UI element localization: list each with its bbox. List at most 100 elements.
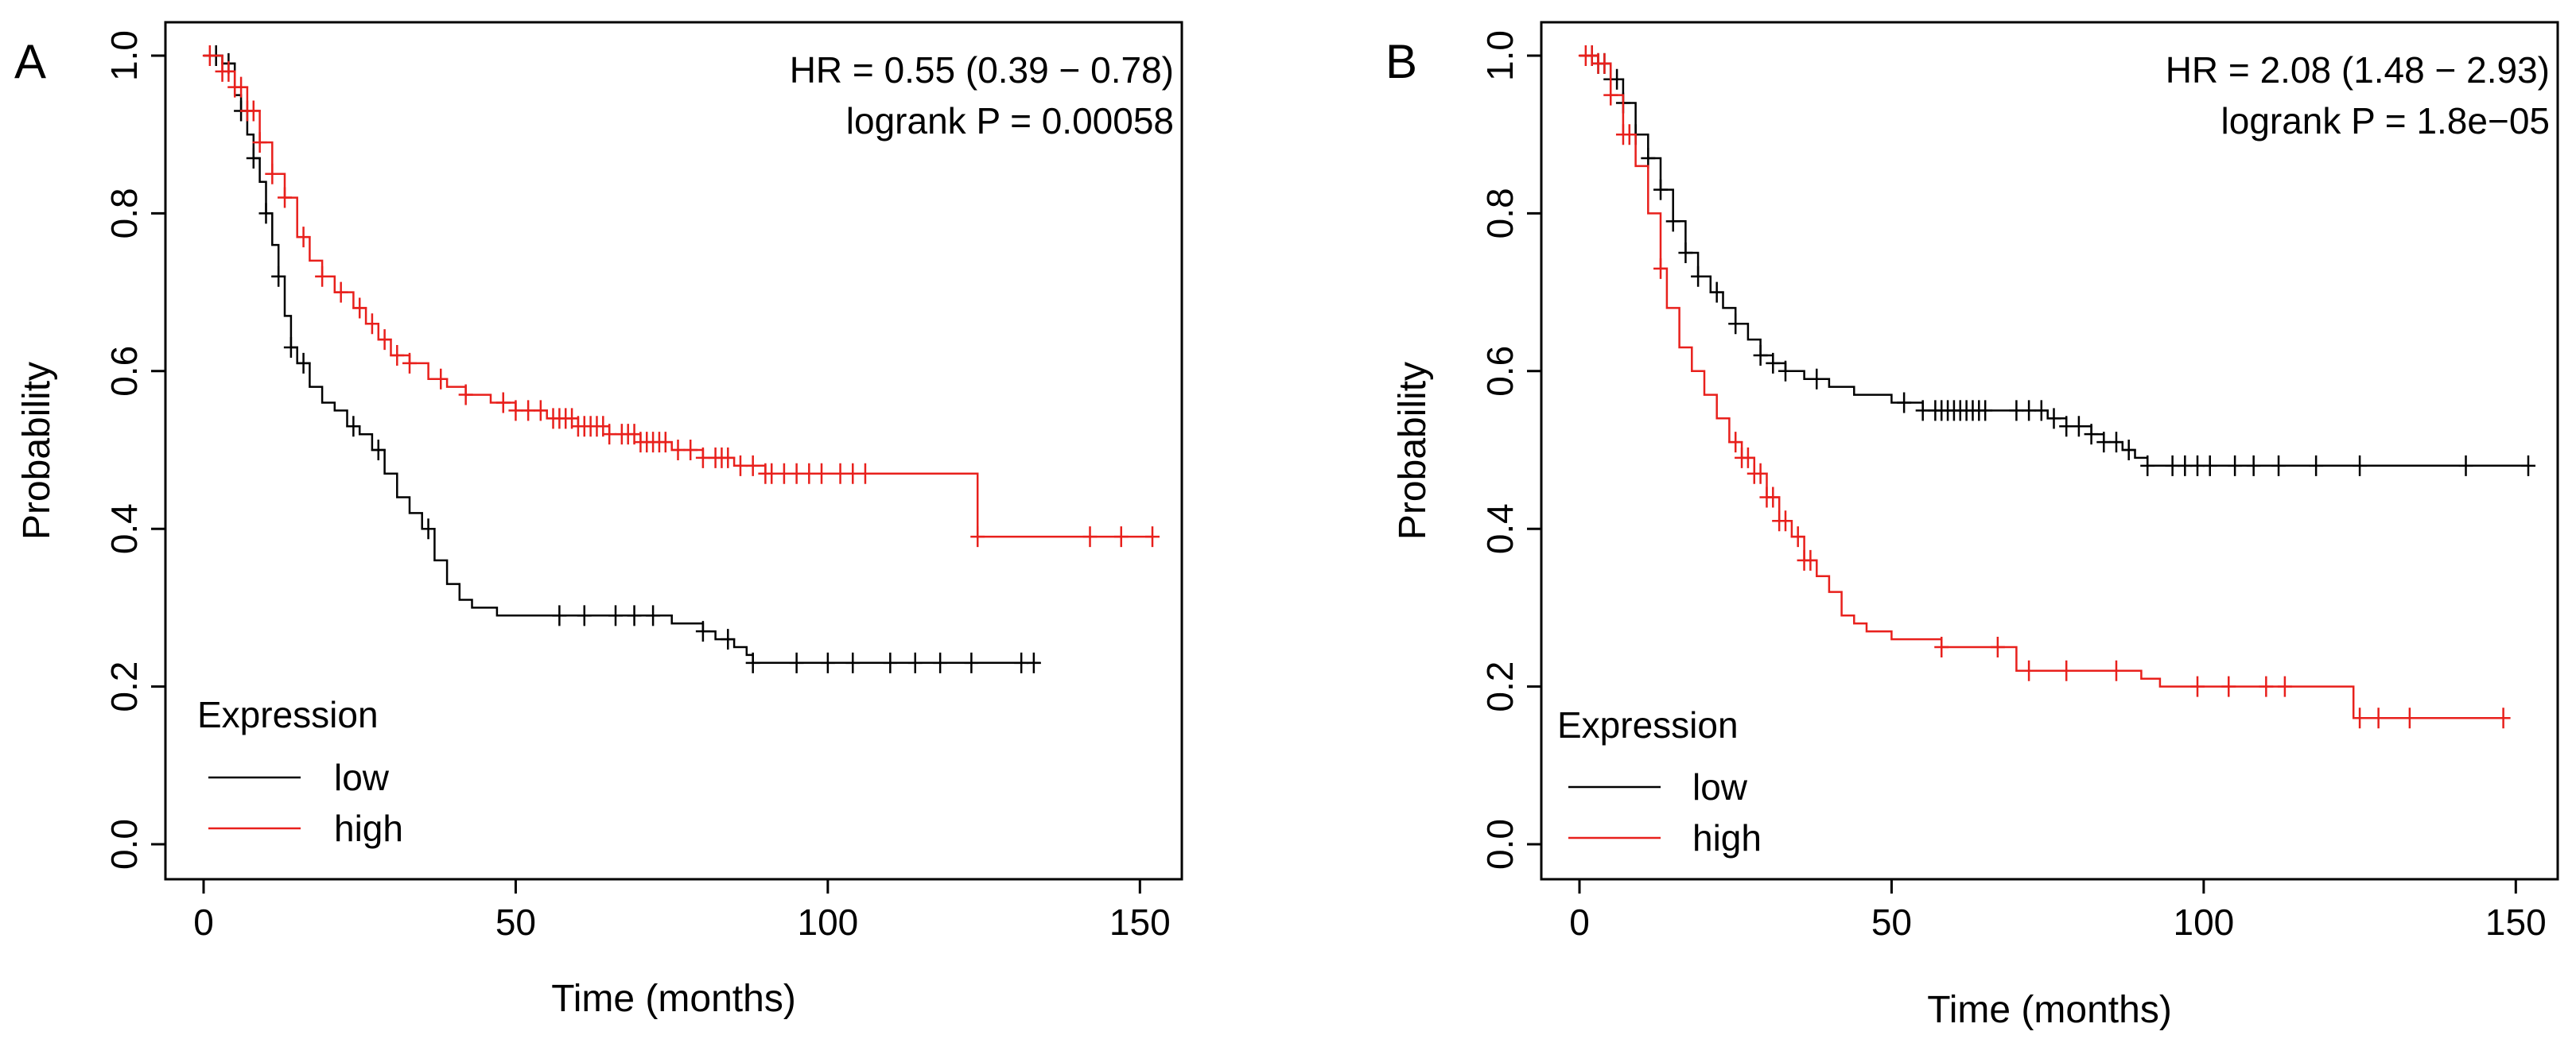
panel-b-low-censor-mark-40 [2165, 455, 2180, 476]
panel-b-low-censor-mark-7 [1641, 147, 1656, 169]
panel-a-high-censor-mark-43 [683, 440, 698, 460]
panel-b-series-high-line [1579, 54, 2504, 719]
panel-a-high-censor-mark-51 [764, 463, 779, 484]
panel-a-high-censor-mark-15 [377, 329, 392, 351]
panel-a-high-censor-mark-14 [364, 313, 379, 335]
panel-b-logrank-text: logrank P = 1.8e−05 [2221, 100, 2550, 142]
panel-a-high-censor-mark-8 [265, 163, 280, 184]
panel-a-low-censor-mark-4 [258, 203, 274, 224]
panel-a-x-axis: 0 50 100 150 [193, 879, 1171, 943]
panel-a-high-censor-mark-54 [802, 463, 817, 484]
panel-b-y-tick-label-5: 1.0 [1479, 30, 1521, 81]
panel-b-low-censor-mark-42 [2190, 455, 2205, 476]
panel-a-high-censor-mark-44 [695, 447, 710, 468]
panel-a-low-censor-mark-19 [789, 652, 804, 673]
panel-a-low-censor-mark-24 [933, 652, 948, 673]
panel-a-low-censor-mark-21 [845, 652, 861, 673]
panel-b-low-censor-mark-44 [2228, 455, 2243, 476]
panel-a-y-tick-label-3: 0.6 [103, 346, 145, 397]
panel-a-high-censor-mark-23 [533, 400, 548, 421]
panel-a-high-censor-mark-12 [333, 281, 348, 303]
panel-a-y-tick-label-4: 0.8 [103, 188, 145, 238]
panel-a-high-censor-mark-0 [202, 45, 217, 66]
panel-a-logrank-text: logrank P = 0.00058 [846, 100, 1174, 142]
panel-a-legend-high-label: high [334, 808, 403, 849]
panel-a-high-censor-mark-20 [495, 392, 511, 413]
panel-a-low-censor-mark-22 [883, 652, 898, 673]
panel-a-low-censor-mark-17 [721, 629, 736, 650]
panel-b-low-censor-mark-9 [1665, 211, 1680, 232]
panel-a-y-tick-label-5: 1.0 [103, 30, 145, 81]
panel-b-y-tick-label-4: 0.8 [1479, 188, 1521, 238]
panel-b-high-censor-mark-6 [1622, 124, 1637, 145]
panel-a-low-censor-mark-5 [271, 266, 286, 287]
panel-a-high-censor-mark-60 [1082, 526, 1098, 548]
panel-b-high-censor-mark-19 [1803, 549, 1818, 571]
panel-a-low-censor-mark-23 [907, 652, 923, 673]
panel-b-low-censor-mark-16 [1778, 360, 1793, 382]
panel-b-legend-high-label: high [1692, 817, 1762, 859]
panel-a-high-censor-mark-49 [745, 455, 760, 476]
panel-a-x-axis-label: Time (months) [551, 978, 796, 1020]
panel-a-low-censor-mark-12 [577, 605, 592, 626]
panel-b-low-censor-mark-37 [2108, 432, 2123, 453]
panel-a-high-censor-mark-33 [602, 424, 617, 445]
panel-a-high-censor-mark-19 [458, 384, 473, 405]
panel-b-low-censor-mark-34 [2071, 416, 2086, 437]
panel-a-low-censor-mark-20 [820, 652, 835, 673]
panel-b-high-censor-mark-24 [2108, 660, 2123, 681]
panel-a-hr-text: HR = 0.55 (0.39 − 0.78) [790, 49, 1174, 91]
panel-b-x-axis: 0 50 100 150 [1569, 879, 2547, 943]
panel-b-high-censor-mark-25 [2190, 676, 2205, 697]
panel-b-high-censor-mark-27 [2259, 676, 2274, 697]
panel-a-high-censor-mark-18 [433, 368, 449, 390]
panel-b-low-censor-mark-36 [2096, 432, 2112, 453]
panel-a-letter: A [14, 35, 46, 88]
panel-b-low-censor-mark-30 [2022, 400, 2037, 421]
panel-b-low-censor-mark-33 [2059, 416, 2074, 437]
panel-a-y-axis-label: Probability [16, 362, 58, 540]
panel-b-low-censor-mark-41 [2178, 455, 2193, 476]
panel-b-low-censor-mark-31 [2034, 400, 2049, 421]
panel-b-high-censor-mark-31 [2402, 708, 2417, 729]
panel-a-low-censor-mark-27 [1026, 652, 1041, 673]
panel-a-low-censor-mark-3 [246, 147, 261, 169]
panel-a-x-tick-label-1: 50 [495, 901, 536, 943]
panel-a-x-tick-label-3: 150 [1109, 901, 1171, 943]
panel-a-high-censor-mark-47 [721, 447, 736, 468]
panel-a-y-axis: 0.0 0.2 0.4 0.6 0.8 1.0 [103, 30, 165, 870]
panel-a-low-censor-mark-6 [283, 337, 298, 359]
panel-b-high-censor-mark-26 [2221, 676, 2236, 697]
panel-b-low-censor-mark-39 [2140, 455, 2155, 476]
panel-a-high-censor-mark-41 [658, 432, 673, 453]
panel-a-plot-area [202, 45, 1160, 673]
panel-b-low-censor-mark-29 [2009, 400, 2024, 421]
panel-a-high-censor-mark-59 [970, 526, 985, 548]
panel-a-low-censor-mark-10 [421, 518, 436, 540]
panel-b-low-censor-mark-11 [1691, 266, 1706, 287]
panel-a-high-censor-mark-22 [521, 400, 536, 421]
panel-a-high-censor-mark-52 [776, 463, 791, 484]
panel-b-x-tick-label-1: 50 [1871, 901, 1912, 943]
panel-b-y-axis-label: Probability [1392, 362, 1434, 540]
panel-b-low-censor-mark-32 [2046, 408, 2061, 429]
panel-b-high-censor-mark-10 [1740, 447, 1755, 468]
panel-b-x-tick-label-3: 150 [2485, 901, 2547, 943]
panel-b-high-censor-mark-12 [1753, 463, 1768, 484]
panel-b-y-tick-label-0: 0.0 [1479, 819, 1521, 870]
panel-b-low-censor-mark-8 [1653, 179, 1669, 200]
panel-a: A 0 50 100 150 0.0 0.2 0.4 0.6 0.8 1.0 Time (mon… [14, 21, 1183, 1020]
panel-b-letter: B [1385, 35, 1417, 88]
panel-b-y-axis: 0.0 0.2 0.4 0.6 0.8 1.0 [1479, 30, 1541, 870]
panel-a-low-censor-mark-15 [646, 605, 661, 626]
panel-a-high-censor-mark-7 [252, 132, 267, 153]
panel-b-high-censor-mark-29 [2353, 708, 2368, 729]
panel-b-low-censor-mark-45 [2246, 455, 2261, 476]
panel-a-legend: Expression low high [197, 694, 403, 849]
panel-b-high-censor-mark-16 [1778, 510, 1793, 532]
panel-a-high-censor-mark-4 [234, 76, 249, 98]
panel-b-low-censor-mark-4 [1610, 68, 1625, 90]
panel-a-plot-frame [164, 21, 1183, 881]
panel-b-high-censor-mark-21 [1990, 637, 2005, 657]
